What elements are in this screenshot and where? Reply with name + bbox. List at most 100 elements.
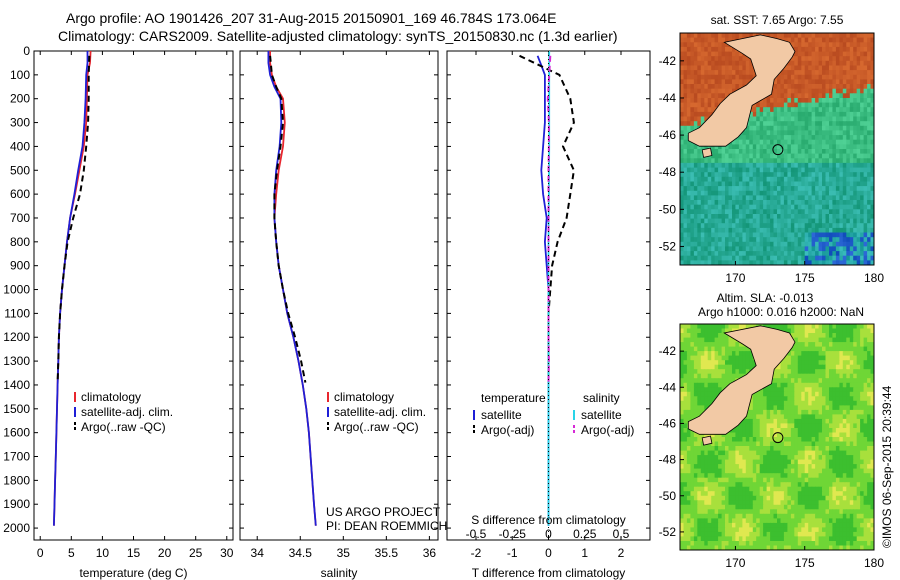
legend-label: satellite [481,408,522,422]
map-cell [794,176,799,182]
x-tick-label: 175 [795,271,815,285]
map-cell [853,423,858,429]
y-tick-label: 1800 [3,473,30,487]
map-cell [732,46,736,52]
map-cell [849,400,854,406]
map-cell [690,125,695,131]
y-tick-label: 300 [10,116,30,130]
map-cell [683,260,688,265]
map-cell [756,255,761,261]
map-cell [766,387,771,393]
map-cell [714,209,719,215]
map-cell [808,149,813,155]
map-cell [832,56,837,62]
map-cell [763,473,768,479]
map-cell [714,455,719,461]
map-cell [870,405,874,411]
map-cell [752,214,757,220]
map-cell [718,342,723,348]
map-cell [700,468,705,474]
map-cell [787,33,792,39]
map-cell [842,214,847,220]
map-cell [711,37,716,43]
map-cell [815,167,820,173]
map-cell [711,74,716,80]
map-cell [811,37,816,43]
map-cell [860,351,865,357]
map-cell [735,468,740,474]
map-cell [787,204,792,210]
map-cell [860,473,865,479]
map-cell [860,56,865,62]
map-cell [693,70,698,76]
map-cell [780,162,785,168]
map-cell [697,46,702,52]
map-cell [766,218,771,224]
map-cell [801,153,806,159]
map-cell [725,455,729,461]
map-cell [742,218,747,224]
x-tick-label: 2 [618,546,625,560]
map-cell [842,121,847,127]
map-cell [725,382,729,388]
map-cell [835,70,840,76]
map-cell [690,360,695,366]
map-cell [704,346,709,352]
map-cell [718,346,723,352]
map-cell [752,144,757,150]
map-cell [846,74,851,80]
map-cell [787,473,792,479]
map-cell [725,190,729,196]
map-cell [721,351,726,357]
map-cell [777,446,781,451]
map-cell [794,446,799,451]
map-cell [697,441,702,447]
map-cell [707,33,712,39]
map-cell [732,181,736,187]
map-cell [867,190,872,196]
map-cell [718,56,723,62]
map-cell [732,70,736,76]
map-cell [707,204,712,210]
map-cell [697,93,702,99]
map-cell [822,396,826,402]
map-cell [797,70,802,76]
map-cell [718,364,723,370]
map-cell [714,369,719,375]
map-cell [697,98,702,104]
map-cell [725,437,729,442]
map-cell [714,46,719,52]
map-cell [783,396,788,402]
map-cell [853,241,858,247]
map-cell [745,125,750,131]
map-cell [714,391,719,397]
map-cell [822,125,826,131]
map-cell [742,167,747,173]
map-cell [700,324,705,329]
map-cell [804,195,809,201]
map-cell [749,153,754,159]
map-cell [832,251,837,257]
map-cell [693,382,698,388]
map-cell [686,382,691,388]
map-cell [856,328,861,334]
map-cell [856,414,861,420]
map-cell [783,241,788,247]
map-cell [735,342,740,348]
map-cell [680,418,684,424]
map-cell [808,37,813,43]
map-cell [686,337,691,343]
map-cell [704,387,709,393]
map-cell [815,351,820,357]
map-cell [867,172,872,178]
map-cell [704,209,709,215]
map-cell [770,130,775,136]
map-cell [686,432,691,438]
legend-group-temperature: temperature [481,391,546,405]
map-cell [707,446,712,451]
map-cell [846,33,851,39]
map-cell [732,139,736,145]
map-cell [680,102,684,108]
map-cell [856,139,861,145]
map-cell [773,459,778,465]
